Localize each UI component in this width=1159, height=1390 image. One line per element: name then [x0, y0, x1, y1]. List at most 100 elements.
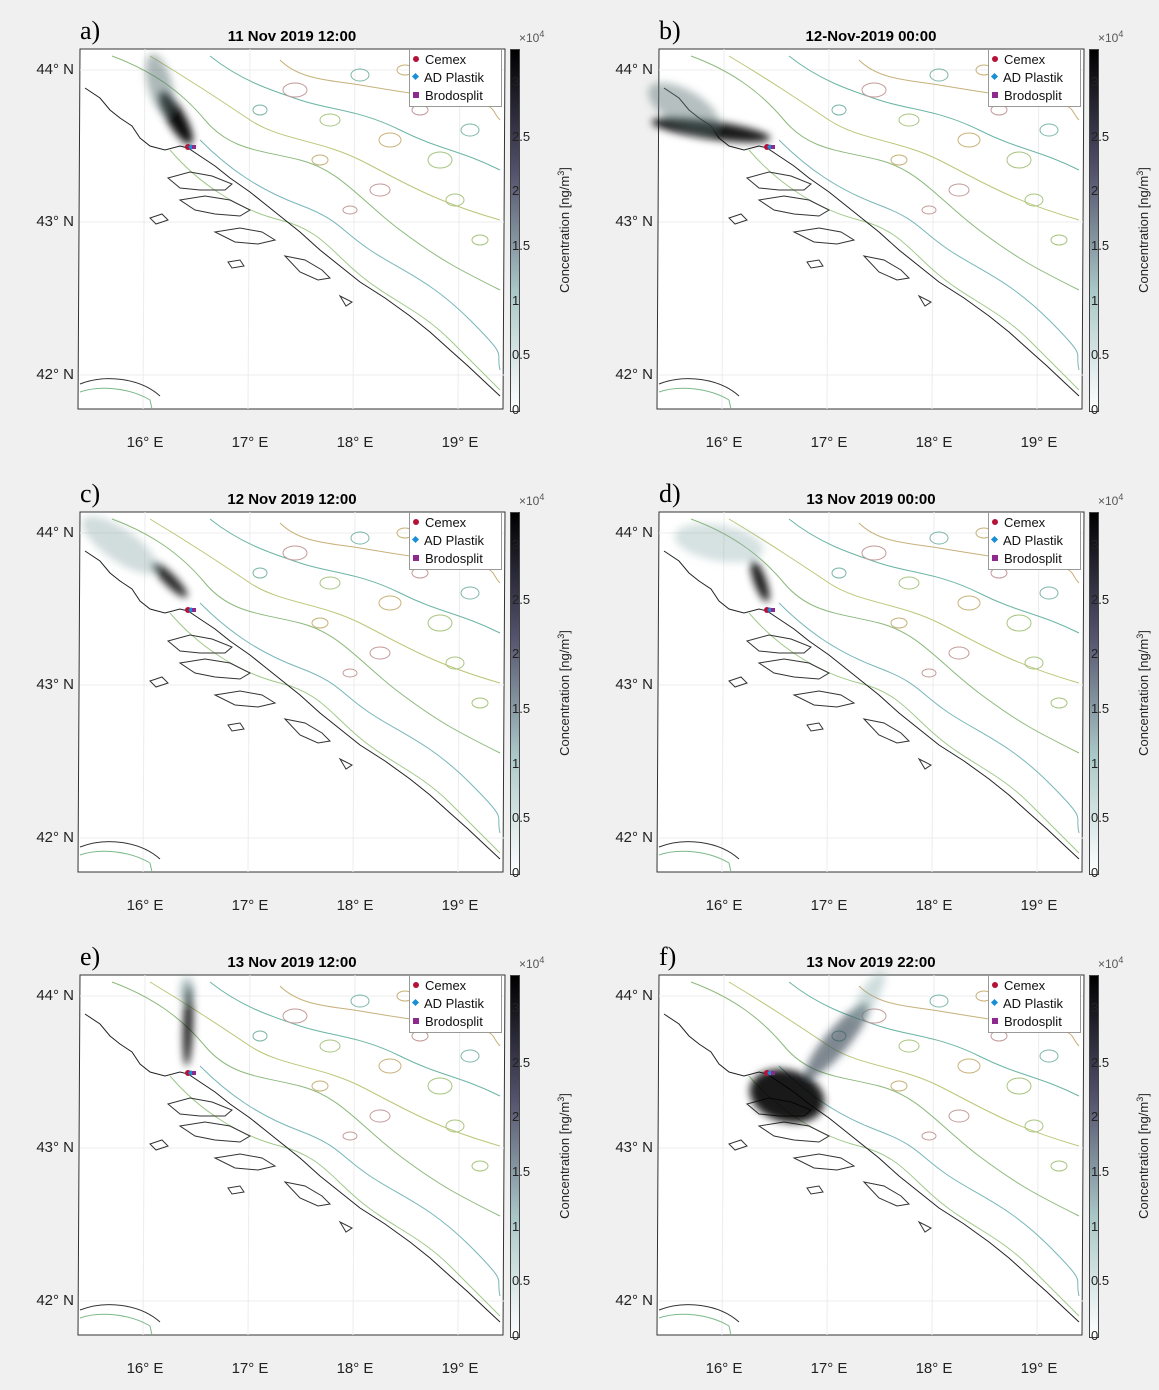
elevation-contour [957, 1058, 981, 1074]
colorbar-tick-label: 3 [512, 536, 520, 552]
colorbar-tick-label: 2.5 [512, 591, 531, 607]
colorbar-exponent: ×104 [519, 955, 544, 971]
square-marker-icon [992, 1017, 998, 1024]
source-marker-cemex [185, 1070, 191, 1076]
latitude-label: 42° N [615, 366, 653, 383]
colorbar-tick-label: 2.5 [1091, 591, 1110, 607]
latitude-label: 43° N [615, 213, 653, 230]
legend-label: AD Plastik [424, 996, 484, 1011]
coastline [79, 841, 161, 860]
coastline [663, 550, 1080, 860]
elevation-contour [282, 82, 308, 98]
legend: Cemex AD Plastik Brodosplit [988, 975, 1081, 1033]
map-canvas [77, 974, 506, 1336]
elevation-contour [948, 183, 970, 197]
longitude-label: 17° E [810, 434, 848, 451]
elevation-contour [427, 151, 453, 169]
island-outline [757, 195, 831, 217]
elevation-contour [209, 55, 501, 171]
colorbar-tick-label: 1 [1091, 292, 1099, 308]
elevation-contour [858, 522, 1080, 584]
elevation-contour [929, 68, 949, 82]
colorbar-tick-label: 2 [512, 646, 520, 662]
panel-letter: a) [80, 16, 101, 45]
longitude-label: 19° E [441, 897, 479, 914]
longitude-label: 16° E [705, 897, 743, 914]
legend-label: Cemex [1004, 515, 1046, 530]
elevation-contour [1006, 1077, 1032, 1095]
longitude-label: 17° E [810, 897, 848, 914]
elevation-contour [658, 1313, 732, 1336]
elevation-contour [921, 205, 937, 215]
island-outline [338, 1220, 353, 1233]
legend-item: Cemex [413, 51, 501, 69]
island-outline [917, 294, 932, 307]
legend-item: Brodosplit [413, 1013, 501, 1031]
elevation-contour [890, 617, 908, 629]
concentration-plume [145, 53, 193, 145]
plume-region [852, 971, 886, 1021]
colorbar-tick-label: 1 [512, 292, 520, 308]
legend-label: Cemex [425, 515, 467, 530]
elevation-contour [369, 183, 391, 197]
longitude-label: 19° E [1020, 434, 1058, 451]
elevation-contour [427, 1077, 453, 1095]
elevation-contour [890, 1080, 908, 1092]
elevation-contour [1039, 1049, 1059, 1063]
latitude-label: 42° N [36, 829, 74, 846]
elevation-contour [199, 1065, 501, 1297]
colorbar-tick-label: 0.5 [1091, 347, 1110, 363]
island-outline [792, 1153, 856, 1171]
legend-label: Cemex [425, 978, 467, 993]
colorbar-label-end: ] [557, 630, 573, 634]
elevation-contour [690, 981, 1080, 1217]
latitude-label: 44° N [36, 987, 74, 1004]
island-outline [178, 195, 252, 217]
colorbar-label-text: Concentration [ng/m [1136, 175, 1152, 293]
colorbar-label: Concentration [ng/m3] [1135, 630, 1151, 756]
longitude-label: 16° E [126, 434, 164, 451]
island-outline [178, 658, 252, 680]
colorbar-tick-label: 3 [512, 73, 520, 89]
map-panel: e) 13 Nov 2019 12:00 3 2.5 2 1.5 1 0.5 0 ×104 Conc… [0, 926, 579, 1389]
elevation-contour [350, 994, 370, 1008]
elevation-contour [311, 617, 329, 629]
legend-item: AD Plastik [990, 69, 1080, 87]
colorbar-tick-label: 1 [512, 755, 520, 771]
map-canvas [77, 48, 506, 410]
plume-region [674, 523, 764, 563]
circle-marker-icon [992, 518, 998, 525]
elevation-contour [149, 981, 501, 1147]
elevation-contour [311, 1080, 329, 1092]
grid-line [352, 511, 356, 873]
elevation-contour [728, 981, 1080, 1147]
colorbar-tick-label: 0.5 [1091, 1273, 1110, 1289]
legend-item: Brodosplit [413, 87, 501, 105]
longitude-label: 18° E [336, 1360, 374, 1377]
elevation-contour [957, 132, 981, 148]
coastline [84, 87, 501, 397]
longitude-label: 18° E [336, 897, 374, 914]
colorbar-label: Concentration [ng/m3] [1135, 167, 1151, 293]
colorbar-tick-label: 0 [1091, 402, 1099, 417]
island-outline [338, 757, 353, 770]
island-outline [227, 1185, 245, 1195]
island-outline [283, 255, 332, 281]
longitude-label: 16° E [126, 1360, 164, 1377]
colorbar-label-text: Concentration [ng/m [557, 638, 573, 756]
elevation-contour [445, 656, 465, 670]
legend-label: AD Plastik [1003, 70, 1063, 85]
elevation-contour [342, 1131, 358, 1141]
colorbar-exponent-power: 4 [539, 492, 545, 502]
island-outline [227, 722, 245, 732]
coastline [79, 1304, 161, 1323]
colorbar-label-end: ] [1136, 1093, 1152, 1097]
source-marker-cemex [185, 144, 191, 150]
legend-label: AD Plastik [1003, 533, 1063, 548]
island-outline [283, 1181, 332, 1207]
colorbar-exponent: ×104 [1098, 955, 1123, 971]
elevation-contour [252, 567, 268, 579]
circle-marker-icon [413, 981, 419, 988]
legend: Cemex AD Plastik Brodosplit [409, 975, 502, 1033]
island-outline [806, 1185, 824, 1195]
